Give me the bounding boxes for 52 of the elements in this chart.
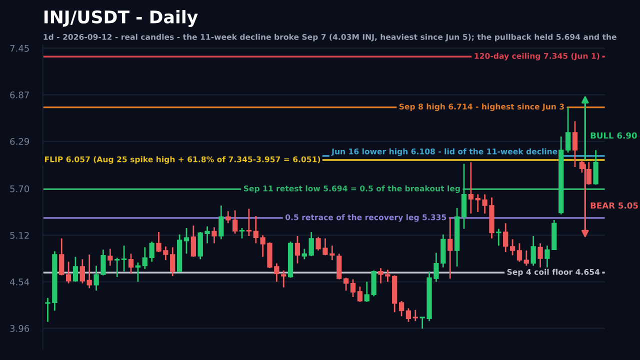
candlestick — [281, 270, 286, 288]
y-tick-label: 6.87 — [10, 91, 29, 98]
candlestick — [308, 231, 314, 257]
candlestick — [516, 242, 522, 262]
candlestick — [121, 244, 127, 272]
candlestick — [218, 204, 224, 240]
candlestick — [246, 208, 252, 237]
chart-title: INJ/USDT - Daily — [44, 10, 198, 27]
candlestick — [128, 252, 134, 274]
candlestick — [114, 257, 120, 278]
candlestick — [66, 261, 72, 284]
y-tick-label: 5.70 — [10, 185, 30, 192]
candlestick — [530, 235, 536, 266]
candlestick — [503, 222, 508, 253]
annotation: BULL 6.90 — [590, 132, 637, 139]
candlestick — [86, 254, 92, 289]
candlestick — [72, 256, 78, 282]
candlestick — [108, 248, 113, 266]
candlestick — [524, 250, 529, 266]
candlestick — [239, 227, 245, 240]
candlestick — [232, 210, 238, 234]
candlestick — [593, 149, 598, 186]
y-tick-label: 4.54 — [10, 278, 30, 286]
candlestick — [412, 309, 418, 322]
y-tick-label: 3.96 — [10, 325, 30, 332]
candlestick — [170, 246, 176, 277]
candlestick — [448, 216, 453, 280]
y-tick-label: 6.29 — [10, 138, 30, 145]
candlestick — [357, 286, 362, 303]
candlestick — [184, 227, 190, 254]
candlestick — [302, 248, 307, 260]
candlestick — [538, 242, 543, 268]
annotation: BEAR 5.05 — [590, 202, 638, 209]
candlestick — [343, 277, 349, 292]
y-tick-label: 7.45 — [10, 45, 29, 52]
candlestick — [336, 252, 342, 280]
candlestick — [510, 238, 516, 256]
candlestick — [461, 163, 467, 230]
candlestick — [572, 120, 578, 168]
y-tick-label: 5.12 — [10, 232, 29, 239]
candlestick — [565, 106, 571, 154]
candlestick — [350, 278, 356, 298]
candlestick — [496, 228, 502, 246]
candlestick — [406, 308, 412, 323]
candlestick — [226, 210, 231, 224]
candlestick — [468, 161, 474, 214]
candlestick — [59, 238, 64, 276]
candlestick — [294, 235, 300, 264]
candlestick — [398, 300, 404, 317]
candlestick — [190, 224, 196, 258]
candlestick — [80, 258, 85, 284]
candlestick — [212, 226, 217, 244]
